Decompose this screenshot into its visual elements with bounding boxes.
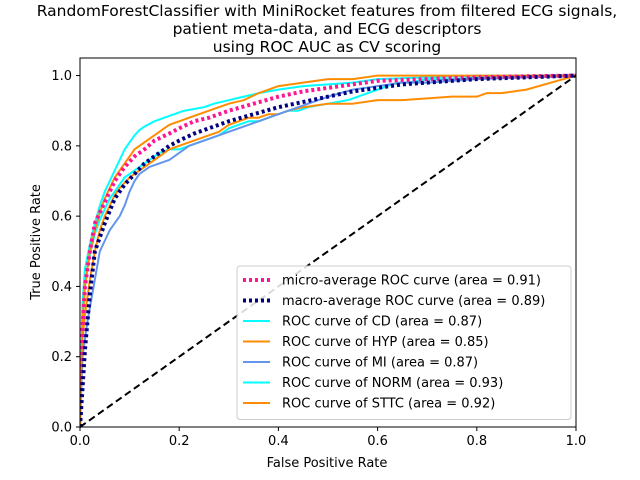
x-tick-label: 0.6 bbox=[367, 434, 388, 449]
y-tick-label: 1.0 bbox=[51, 69, 72, 84]
legend-entry-label: ROC curve of MI (area = 0.87) bbox=[282, 356, 478, 371]
legend: micro-average ROC curve (area = 0.91) mac… bbox=[236, 265, 572, 420]
x-tick-label: 0.0 bbox=[70, 434, 91, 449]
roc-curves bbox=[79, 73, 577, 428]
x-tick-label: 0.2 bbox=[169, 434, 190, 449]
legend-entry-label: ROC curve of HYP (area = 0.85) bbox=[282, 335, 489, 350]
chance-diagonal-line bbox=[79, 74, 577, 428]
x-tick-label: 1.0 bbox=[566, 434, 587, 449]
y-tick-label: 0.4 bbox=[51, 280, 72, 295]
x-tick-label: 0.8 bbox=[466, 434, 487, 449]
y-tick-label: 0.2 bbox=[51, 350, 72, 365]
legend-entry-label: ROC curve of NORM (area = 0.93) bbox=[282, 376, 503, 391]
legend-entry-label: macro-average ROC curve (area = 0.89) bbox=[282, 294, 545, 309]
chart-title-line-1: RandomForestClassifier with MiniRocket f… bbox=[37, 2, 617, 20]
legend-box bbox=[236, 265, 572, 420]
plot-frame bbox=[79, 57, 577, 428]
roc-series-micro-average-roc-curve bbox=[80, 73, 576, 427]
x-axis-label: False Positive Rate bbox=[267, 456, 388, 471]
y-tick-label: 0.6 bbox=[51, 210, 72, 225]
legend-entry-label: ROC curve of CD (area = 0.87) bbox=[282, 315, 482, 330]
roc-series-roc-curve-of-hyp bbox=[80, 74, 576, 427]
legend-entry-label: ROC curve of STTC (area = 0.92) bbox=[282, 397, 495, 412]
chart-title-line-2: patient meta-data, and ECG descriptors bbox=[173, 20, 482, 38]
chart-title-line-3: using ROC AUC as CV scoring bbox=[213, 38, 442, 56]
axes: 0.0 0.2 0.4 0.6 0.8 1.0 0.0 0.2 0.4 0.6 0.8 1.0 bbox=[51, 57, 587, 449]
y-tick-label: 0.0 bbox=[51, 421, 72, 436]
roc-series-roc-curve-of-norm bbox=[80, 74, 576, 427]
roc-series-macro-average-roc-curve bbox=[80, 73, 576, 427]
y-tick-label: 0.8 bbox=[51, 139, 72, 154]
legend-entry-label: micro-average ROC curve (area = 0.91) bbox=[282, 274, 541, 289]
x-tick-label: 0.4 bbox=[268, 434, 289, 449]
y-axis-label: True Positive Rate bbox=[29, 184, 44, 301]
chart-title: RandomForestClassifier with MiniRocket f… bbox=[37, 2, 617, 56]
